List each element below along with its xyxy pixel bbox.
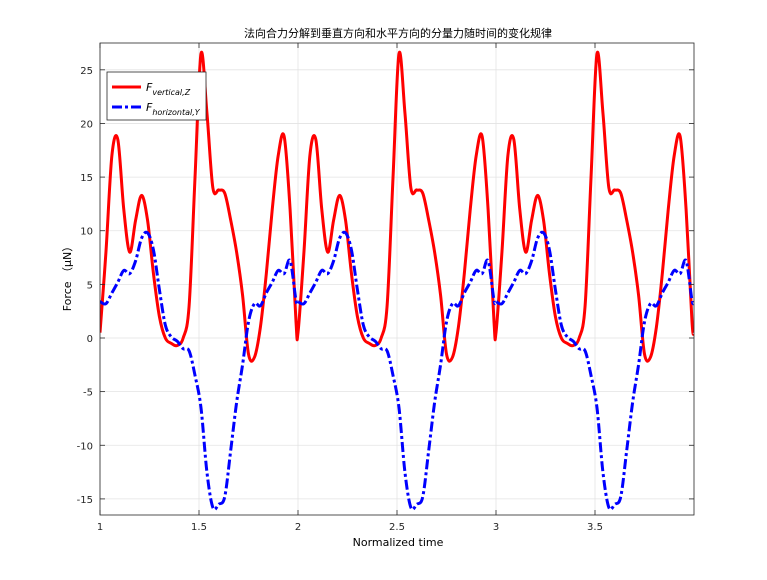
y-tick-label: 0 [87, 334, 93, 345]
legend-horizontal-sub: horizontal,Y [152, 108, 200, 117]
chart-title: 法向合力分解到垂直方向和水平方向的分量力随时间的变化规律 [244, 26, 552, 40]
y-tick-label: 25 [80, 66, 93, 77]
legend-vertical-main: F [146, 81, 153, 94]
legend-horizontal-label: Fhorizontal,Y [146, 101, 201, 117]
ticks: 1 1.5 2 2.5 3 3.5 -15 -10 -5 0 5 10 15 20 25 [77, 43, 694, 533]
legend: Fvertical,Z Fhorizontal,Y [106, 71, 207, 121]
series-line-horizontal [100, 230, 694, 511]
y-tick-label: -15 [77, 495, 93, 506]
x-tick-label: 2.5 [389, 522, 405, 533]
series-line-vertical [100, 50, 694, 363]
x-tick-label: 1 [97, 522, 103, 533]
y-tick-label: -5 [83, 388, 93, 399]
x-tick-label: 2 [295, 522, 301, 533]
y-tick-label: 20 [80, 119, 93, 130]
y-tick-label: 15 [80, 173, 93, 184]
x-tick-label: 1.5 [191, 522, 207, 533]
y-tick-label: 10 [80, 227, 93, 238]
legend-vertical-label: Fvertical,Z [146, 81, 191, 97]
x-tick-label: 3 [493, 522, 499, 533]
legend-horizontal-main: F [146, 101, 153, 114]
y-tick-label: -10 [77, 441, 93, 452]
x-axis-label: Normalized time [353, 536, 444, 549]
legend-box [106, 71, 207, 121]
y-tick-label: 5 [87, 280, 93, 291]
series-layer [100, 50, 694, 511]
y-axis-label: Force （μN） [61, 241, 74, 312]
legend-vertical-sub: vertical,Z [152, 88, 190, 97]
x-tick-label: 3.5 [587, 522, 603, 533]
